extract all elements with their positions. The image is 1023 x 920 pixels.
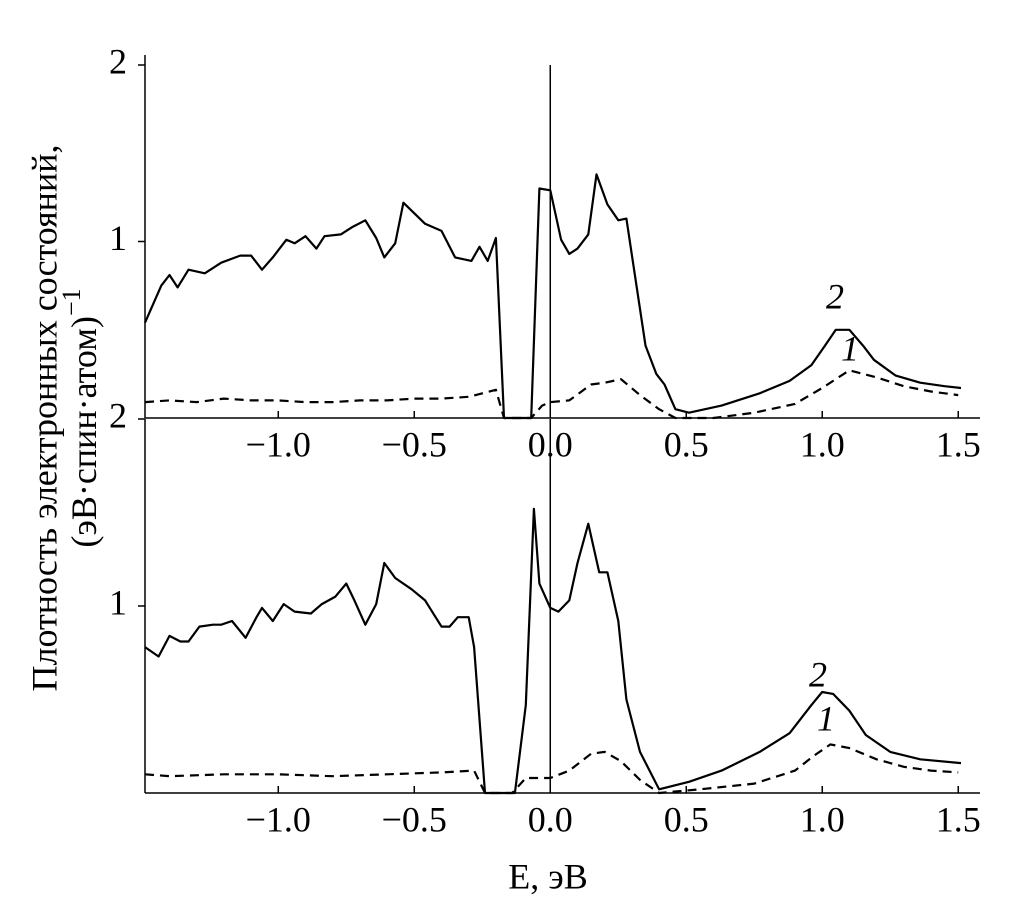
- y-tick-label: 1: [109, 218, 127, 258]
- x-tick-label: −0.5: [382, 799, 447, 839]
- line-series: [144, 507, 962, 795]
- line-series: [144, 369, 959, 420]
- y-tick-label: 2: [109, 41, 127, 81]
- curve-label: 1: [841, 328, 859, 368]
- curve-label: 2: [809, 654, 827, 694]
- x-tick-label: −1.0: [246, 424, 311, 464]
- line-series: [144, 743, 959, 795]
- x-tick-label: 0.0: [528, 799, 573, 839]
- curve-label: 2: [826, 276, 844, 316]
- y-tick-label: 1: [109, 582, 127, 622]
- y-axis-label-group: (эВ·спин·атом)−1: [57, 288, 104, 547]
- x-tick-label: 0.5: [664, 799, 709, 839]
- x-tick-label: 0.5: [664, 424, 709, 464]
- y-tick-label: 2: [109, 395, 127, 435]
- x-tick-label: 1.0: [800, 799, 845, 839]
- y-axis-label-group: Плотность электронных состояний,: [24, 145, 64, 692]
- x-axis-label: E, эВ: [508, 856, 587, 896]
- x-tick-label: −0.5: [382, 424, 447, 464]
- y-axis-label-unit: (эВ·спин·атом): [64, 316, 104, 548]
- x-tick-label: −1.0: [246, 799, 311, 839]
- line-series: [143, 173, 962, 420]
- y-axis-label: Плотность электронных состояний,: [24, 145, 64, 692]
- y-axis-label: (эВ·спин·атом)−1: [57, 288, 104, 547]
- x-tick-label: 1.5: [936, 799, 981, 839]
- curve-label: 1: [817, 698, 835, 738]
- x-tick-label: 1.0: [800, 424, 845, 464]
- y-axis-label-exponent: −1: [57, 288, 86, 316]
- x-tick-label: 1.5: [936, 424, 981, 464]
